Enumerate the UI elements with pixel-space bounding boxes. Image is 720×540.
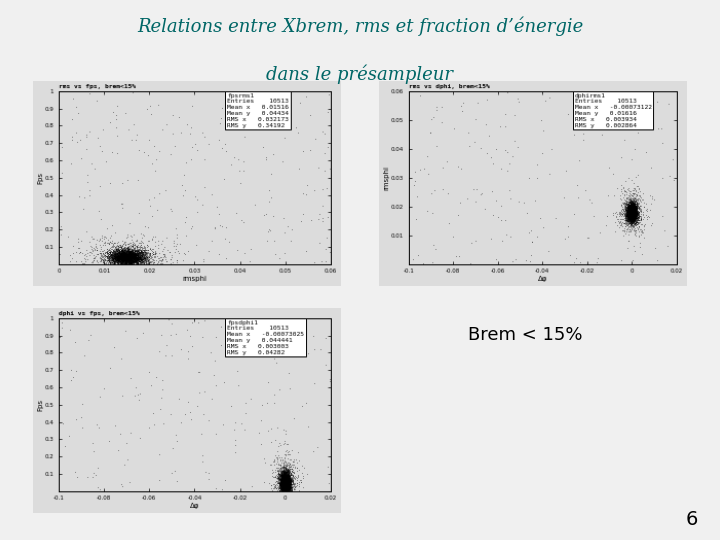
Text: Brem < 15%: Brem < 15%	[468, 326, 582, 344]
Text: dans le présampleur: dans le présampleur	[266, 65, 454, 84]
Text: Relations entre Xbrem, rms et fraction d’énergie: Relations entre Xbrem, rms et fraction d…	[137, 16, 583, 36]
Text: 6: 6	[686, 510, 698, 529]
